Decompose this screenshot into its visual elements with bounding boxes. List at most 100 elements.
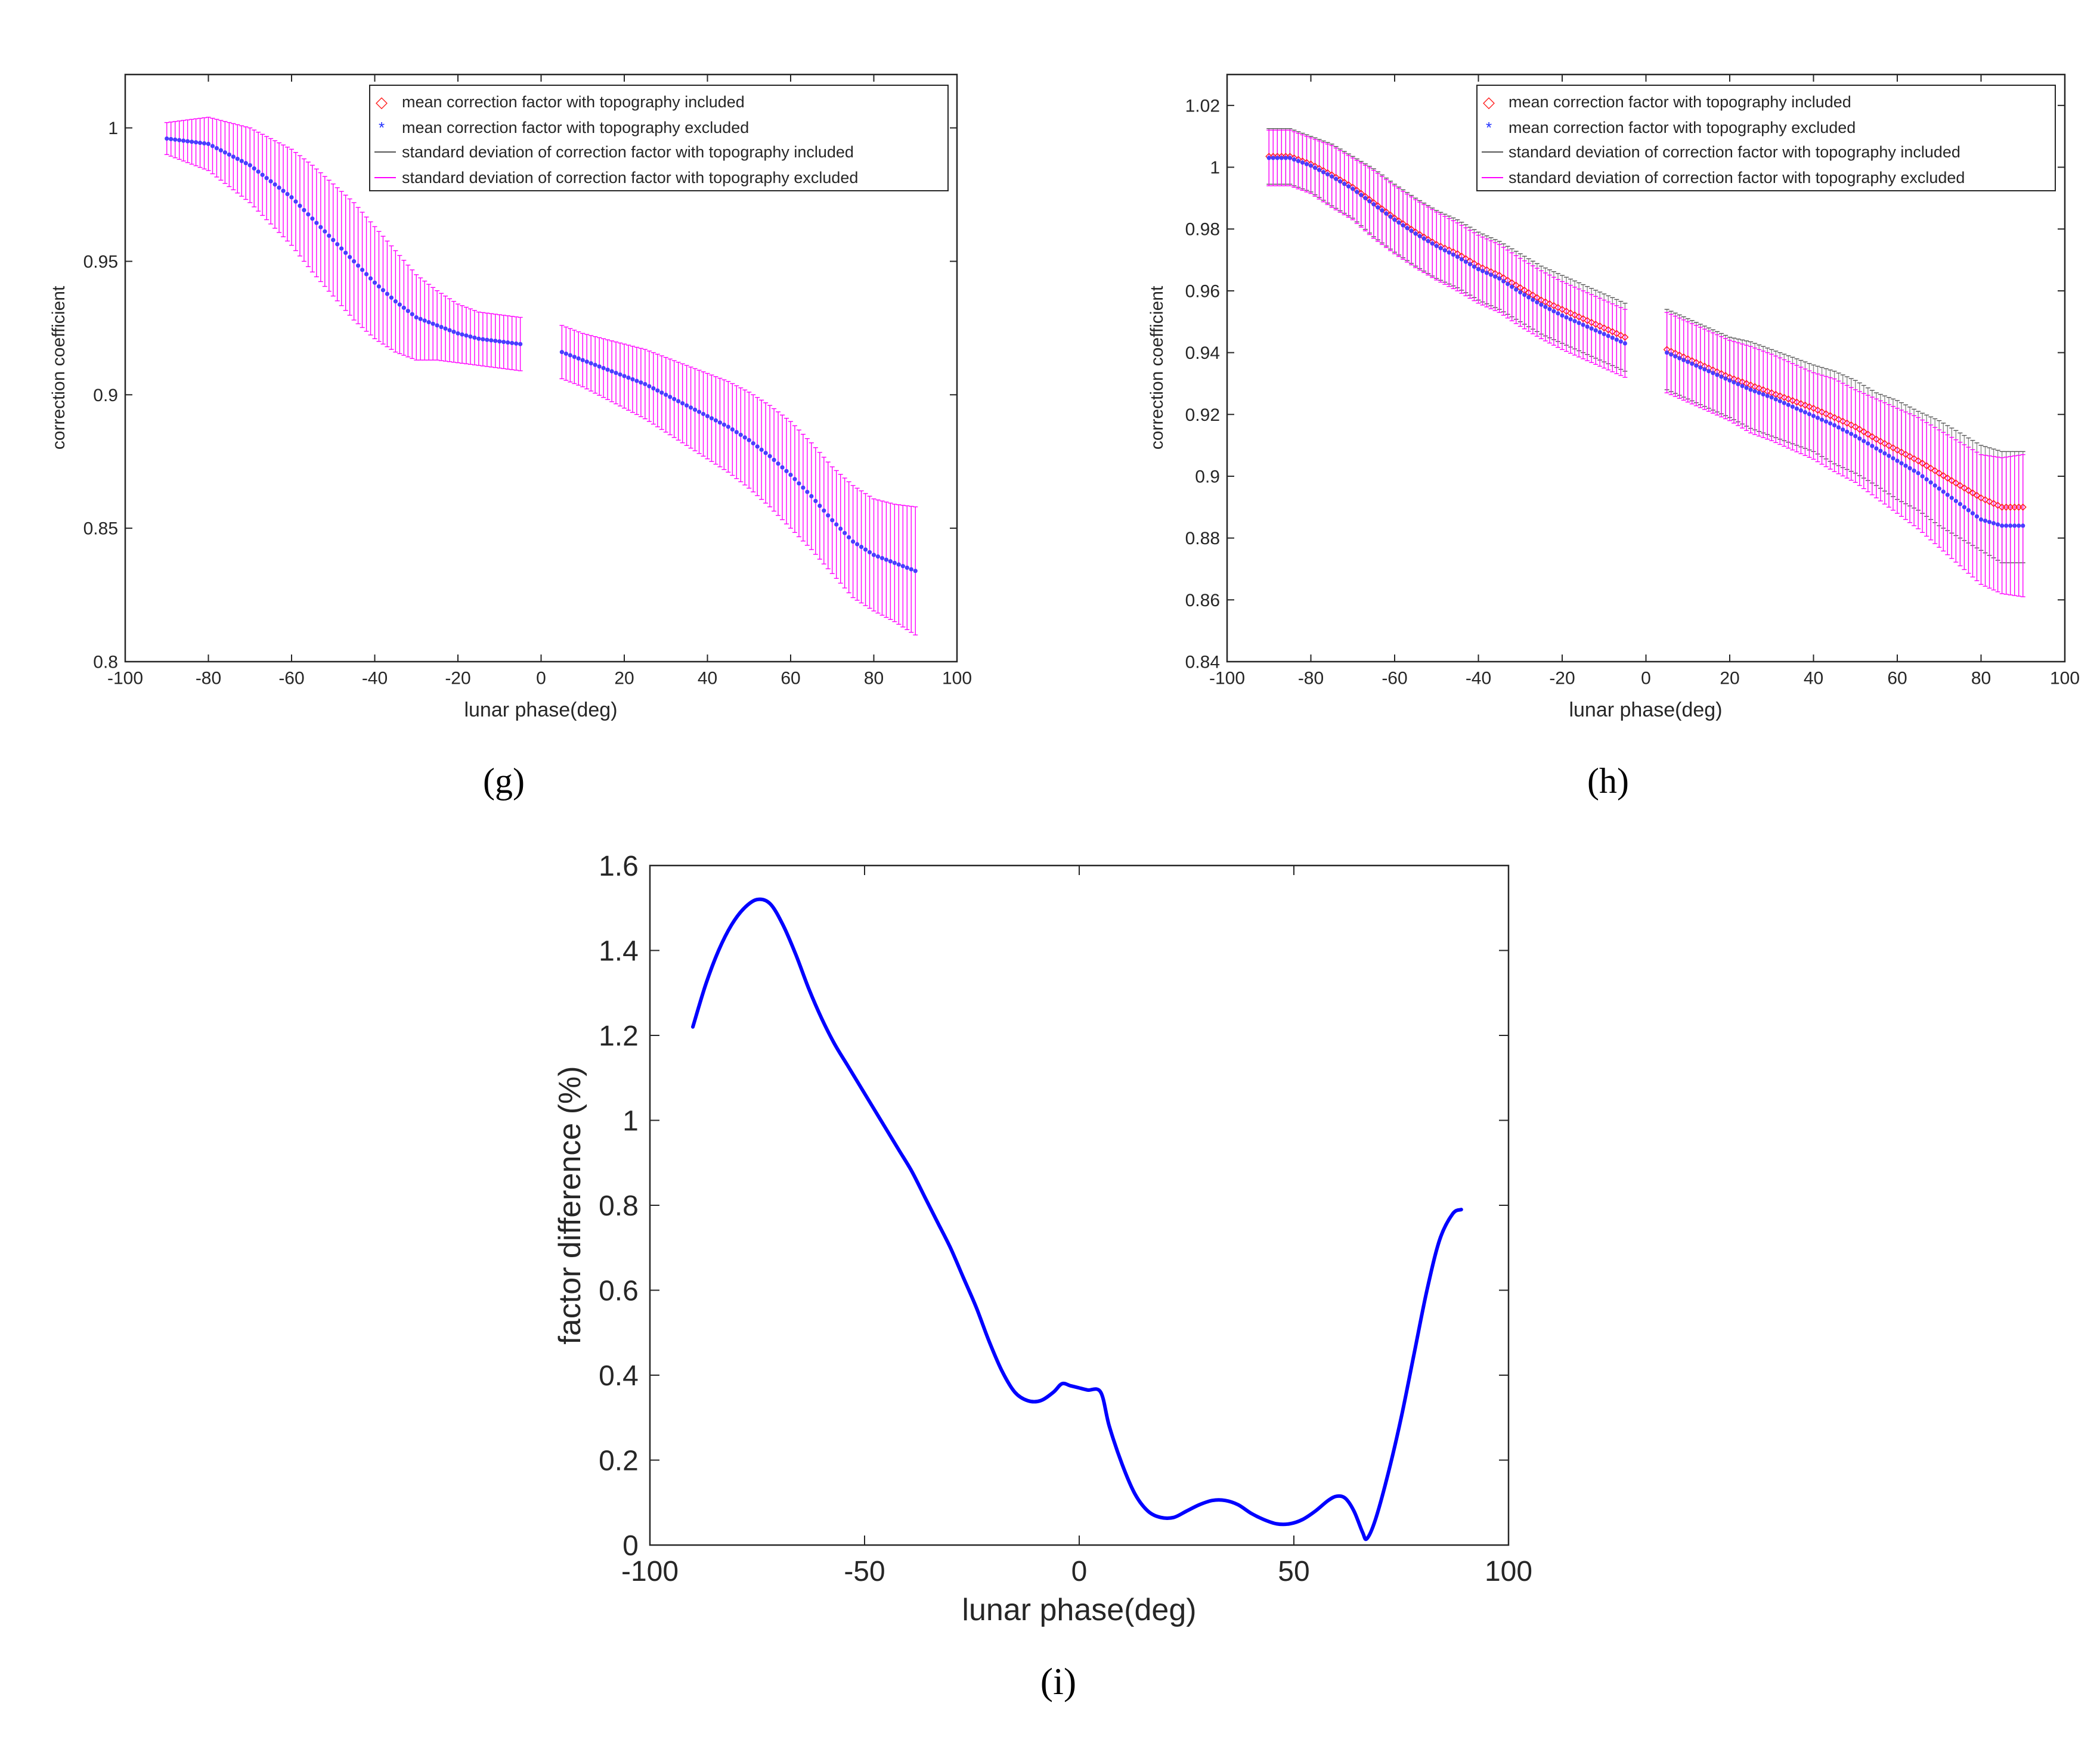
panel-g-mean-markers bbox=[165, 136, 918, 573]
mean-marker-excluded bbox=[851, 539, 856, 544]
mean-marker-excluded bbox=[348, 255, 352, 259]
mean-marker-excluded bbox=[1531, 297, 1535, 302]
mean-marker-excluded bbox=[1506, 281, 1510, 287]
mean-marker-excluded bbox=[272, 182, 277, 187]
y-tick-label: 0.95 bbox=[83, 252, 118, 272]
mean-marker-excluded bbox=[892, 560, 897, 565]
mean-marker-excluded bbox=[514, 341, 519, 346]
mean-marker-excluded bbox=[1463, 259, 1469, 264]
mean-marker-included bbox=[1994, 501, 2002, 509]
mean-marker-excluded bbox=[1388, 214, 1393, 219]
mean-marker-excluded bbox=[426, 320, 431, 325]
mean-marker-excluded bbox=[1300, 160, 1305, 165]
mean-marker-included bbox=[1893, 446, 1901, 454]
mean-marker-excluded bbox=[639, 380, 643, 385]
mean-marker-included bbox=[1851, 423, 1859, 431]
panel-i-factor-difference-line bbox=[691, 897, 1463, 1541]
mean-marker-excluded bbox=[1488, 272, 1494, 277]
mean-marker-excluded bbox=[776, 461, 780, 466]
mean-marker-excluded bbox=[231, 154, 236, 159]
mean-marker-included bbox=[1856, 426, 1863, 433]
mean-marker-excluded bbox=[1694, 363, 1699, 368]
mean-marker-included bbox=[1969, 489, 1977, 497]
mean-marker-excluded bbox=[1392, 218, 1397, 222]
mean-marker-excluded bbox=[497, 339, 502, 344]
mean-marker-included bbox=[1843, 419, 1851, 427]
panel-i: -100 -50 0 50 100 0 0.2 0.4 0.6 0.8 1 1.2 1.4 1.6 lu… bbox=[553, 851, 1532, 1702]
mean-marker-included bbox=[1801, 401, 1809, 409]
mean-marker-excluded bbox=[339, 246, 344, 251]
y-tick-label: 0.8 bbox=[93, 653, 118, 672]
mean-marker-excluded bbox=[439, 324, 444, 330]
mean-marker-included bbox=[1545, 300, 1553, 308]
mean-marker-excluded bbox=[1384, 211, 1389, 216]
mean-marker-excluded bbox=[360, 268, 365, 272]
mean-marker-excluded bbox=[905, 565, 909, 570]
mean-marker-included bbox=[1609, 328, 1616, 336]
mean-marker-excluded bbox=[418, 317, 423, 321]
mean-marker-included bbox=[1923, 462, 1931, 470]
x-tick-label: -40 bbox=[362, 669, 388, 688]
mean-marker-excluded bbox=[1719, 374, 1724, 379]
mean-marker-excluded bbox=[568, 353, 572, 358]
mean-marker-excluded bbox=[1882, 451, 1887, 456]
mean-marker-excluded bbox=[252, 166, 256, 171]
mean-marker-included bbox=[1554, 303, 1562, 311]
mean-marker-excluded bbox=[1757, 390, 1761, 395]
mean-marker-excluded bbox=[1602, 331, 1606, 337]
panel-g-label: (g) bbox=[483, 761, 525, 801]
mean-marker-excluded bbox=[734, 430, 739, 435]
mean-marker-excluded bbox=[1551, 309, 1556, 314]
mean-marker-excluded bbox=[896, 562, 901, 567]
mean-marker-excluded bbox=[177, 138, 182, 142]
panel-i-label: (i) bbox=[1040, 1660, 1076, 1702]
panel-h-y-axis-label: correction coefficient bbox=[1147, 286, 1167, 449]
mean-marker-included bbox=[1605, 326, 1612, 334]
mean-marker-excluded bbox=[1782, 401, 1786, 405]
mean-marker-included bbox=[1910, 455, 1918, 463]
mean-marker-excluded bbox=[1924, 477, 1929, 482]
mean-marker-included bbox=[1927, 464, 1935, 472]
mean-marker-excluded bbox=[742, 435, 747, 440]
mean-marker-excluded bbox=[1978, 517, 1984, 522]
mean-marker-included bbox=[1876, 438, 1884, 445]
mean-marker-excluded bbox=[281, 188, 286, 193]
panel-h-legend-entry-3: standard deviation of correction factor … bbox=[1509, 143, 1960, 161]
mean-marker-excluded bbox=[1451, 252, 1455, 257]
mean-marker-excluded bbox=[1283, 156, 1288, 160]
mean-marker-excluded bbox=[302, 207, 306, 213]
panel-h-legend: ◇ mean correction factor with topography… bbox=[1476, 85, 2056, 191]
mean-marker-excluded bbox=[468, 334, 473, 339]
x-tick-label: -60 bbox=[278, 669, 304, 688]
mean-marker-excluded bbox=[1589, 326, 1594, 331]
mean-marker-excluded bbox=[1686, 359, 1690, 364]
mean-marker-excluded bbox=[834, 522, 839, 527]
mean-marker-excluded bbox=[1514, 287, 1519, 292]
mean-marker-excluded bbox=[772, 457, 776, 463]
mean-marker-excluded bbox=[314, 221, 319, 225]
mean-marker-excluded bbox=[1681, 358, 1686, 362]
x-tick-label: 100 bbox=[1485, 1556, 1532, 1587]
mean-marker-included bbox=[1830, 414, 1838, 421]
y-tick-label: 0.6 bbox=[599, 1275, 639, 1307]
mean-marker-excluded bbox=[1409, 228, 1414, 233]
mean-marker-excluded bbox=[493, 339, 498, 343]
y-tick-label: 1 bbox=[622, 1105, 639, 1137]
mean-marker-excluded bbox=[405, 309, 410, 314]
legend-diamond-marker: ◇ bbox=[1483, 93, 1495, 111]
mean-marker-excluded bbox=[1556, 311, 1560, 316]
mean-marker-excluded bbox=[1438, 246, 1443, 250]
mean-marker-excluded bbox=[1732, 380, 1736, 384]
mean-marker-excluded bbox=[1916, 471, 1921, 476]
mean-marker-excluded bbox=[1777, 399, 1782, 404]
mean-marker-included bbox=[1847, 421, 1855, 429]
mean-marker-included bbox=[1960, 484, 1968, 492]
mean-marker-excluded bbox=[331, 237, 336, 243]
mean-marker-excluded bbox=[1870, 443, 1875, 448]
mean-marker-excluded bbox=[597, 364, 602, 369]
mean-marker-excluded bbox=[1932, 483, 1937, 488]
mean-marker-included bbox=[1613, 330, 1621, 337]
panel-h-x-axis-label: lunar phase(deg) bbox=[1569, 699, 1722, 721]
mean-marker-excluded bbox=[871, 553, 876, 557]
